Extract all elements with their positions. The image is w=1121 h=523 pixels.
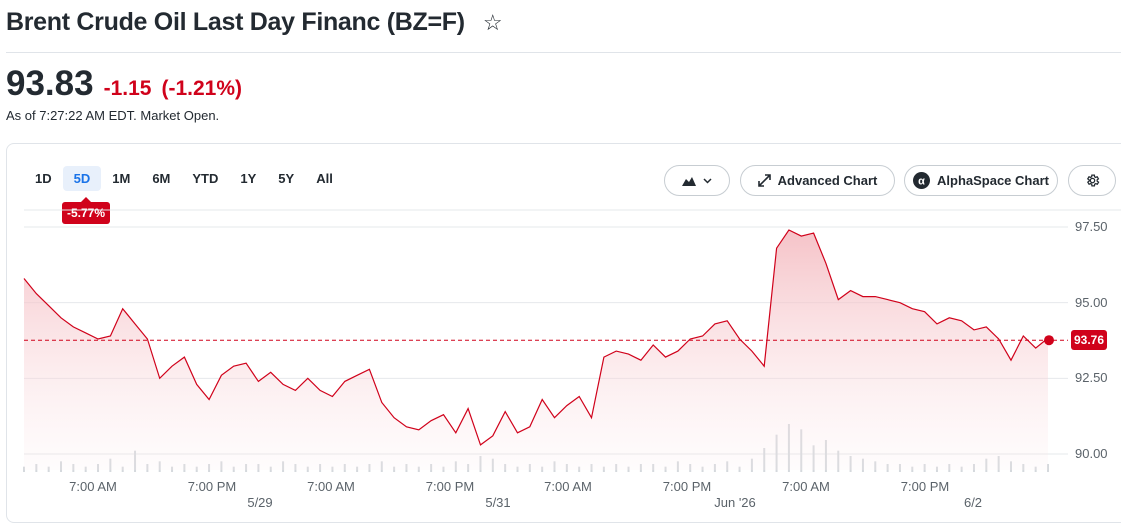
expand-arrows-icon [757,174,771,187]
y-tick-label: 92.50 [1075,370,1108,386]
x-tick-label: 7:00 PM [900,479,950,494]
x-tick-label: 7:00 PM [187,479,237,494]
alphaspace-chart-button[interactable]: α AlphaSpace Chart [904,165,1058,196]
advanced-chart-label: Advanced Chart [777,173,878,188]
mountain-chart-icon [682,176,696,186]
price-change: -1.15 [103,77,152,100]
y-tick-label: 95.00 [1075,294,1108,310]
x-tick-date-label: Jun '26 [714,495,756,510]
range-1d[interactable]: 1D [35,171,52,186]
quote-row: 93.83 -1.15 (-1.21%) [6,64,242,104]
y-tick-label: 90.00 [1075,446,1108,461]
range-ytd[interactable]: YTD [192,171,219,186]
range-6m[interactable]: 6M [152,171,171,186]
price-change-percent: (-1.21%) [161,77,242,100]
last-price-dot [1044,335,1054,346]
x-tick-date-label: 6/2 [963,495,983,510]
alpha-logo-icon: α [913,172,930,189]
price-line [23,229,1049,446]
range-1y[interactable]: 1Y [240,171,257,186]
header-divider [6,52,1121,53]
chart-settings-button[interactable] [1068,165,1116,196]
page-title: Brent Crude Oil Last Day Financ (BZ=F) [6,8,465,36]
gear-icon [1086,174,1099,187]
y-tick-label: 97.50 [1075,219,1108,234]
current-price: 93.83 [6,64,94,103]
x-tick-label: 7:00 AM [544,479,592,494]
x-tick-date-label: 5/29 [247,495,273,510]
x-tick-label: 7:00 PM [662,479,712,494]
market-status: As of 7:27:22 AM EDT. Market Open. [6,108,220,123]
range-all[interactable]: All [316,171,333,186]
chart-type-button[interactable] [664,165,730,196]
star-outline-icon[interactable]: ☆ [482,9,503,35]
svg-text:α: α [918,176,925,188]
last-price-badge: 93.76 [1071,330,1108,350]
price-area-fill [24,230,1048,470]
range-1m[interactable]: 1M [112,171,131,186]
x-tick-label: 7:00 AM [69,479,117,494]
alphaspace-chart-label: AlphaSpace Chart [937,173,1049,188]
range-5d[interactable]: 5D [62,166,102,191]
x-tick-label: 7:00 AM [307,479,355,494]
title-row: Brent Crude Oil Last Day Financ (BZ=F) ☆ [6,8,503,37]
x-tick-date-label: 5/31 [485,495,511,510]
advanced-chart-button[interactable]: Advanced Chart [740,165,895,196]
chevron-down-icon [703,177,712,184]
range-selector: 1D 5D 1M 6M YTD 1Y 5Y All [24,166,344,191]
x-tick-label: 7:00 AM [782,479,830,494]
x-tick-label: 7:00 PM [425,479,475,494]
range-5y[interactable]: 5Y [278,171,295,186]
